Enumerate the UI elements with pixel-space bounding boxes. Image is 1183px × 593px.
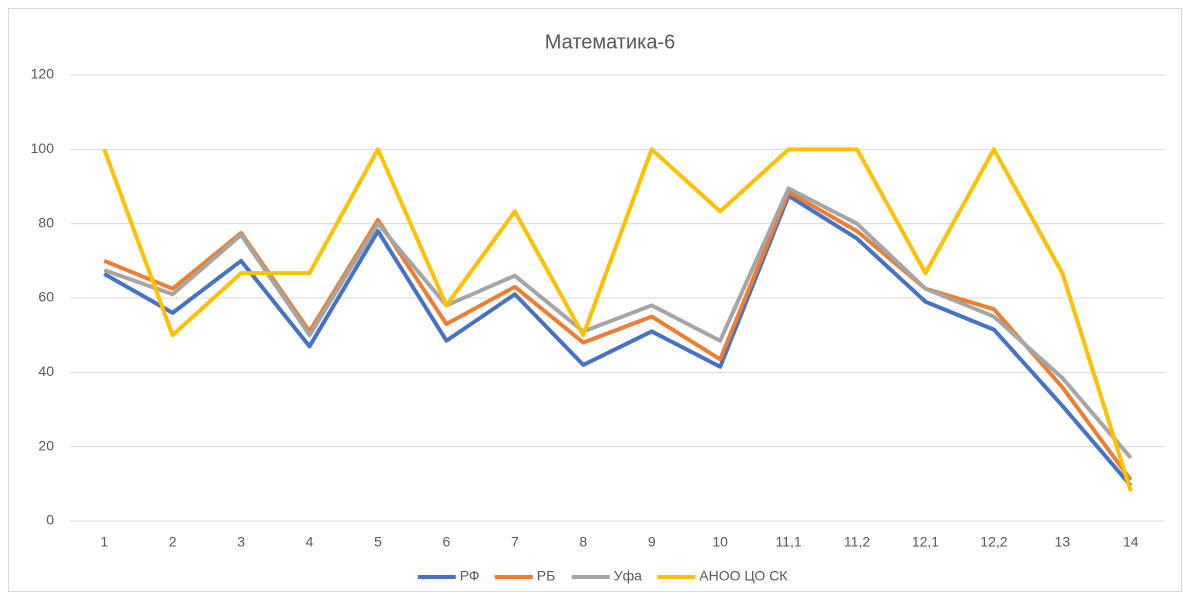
x-tick-label: 10 xyxy=(712,534,728,550)
y-tick-label: 60 xyxy=(38,289,54,305)
series-line xyxy=(102,147,1133,492)
y-tick-label: 40 xyxy=(38,363,54,379)
x-tick-label: 13 xyxy=(1055,534,1071,550)
series-line xyxy=(103,186,1133,460)
x-tick-label: 8 xyxy=(579,534,587,550)
x-tick-label: 7 xyxy=(511,534,519,550)
legend-label: АНОО ЦО СК xyxy=(699,568,788,584)
x-tick-label: 11,1 xyxy=(775,534,801,550)
x-tick-label: 3 xyxy=(237,534,245,550)
y-tick-label: 20 xyxy=(38,437,54,453)
y-tick-label: 100 xyxy=(31,140,55,156)
y-tick-label: 0 xyxy=(46,512,54,528)
legend-label: Уфа xyxy=(614,568,642,584)
series-line xyxy=(103,193,1133,487)
x-tick-label: 9 xyxy=(648,534,656,550)
chart-title: Математика-6 xyxy=(545,31,676,53)
legend-label: РБ xyxy=(537,568,556,584)
x-tick-label: 6 xyxy=(443,534,451,550)
x-tick-label: 1 xyxy=(100,534,108,550)
x-tick-label: 12,1 xyxy=(912,534,939,550)
x-tick-label: 4 xyxy=(306,534,314,550)
x-tick-label: 2 xyxy=(169,534,177,550)
y-tick-label: 120 xyxy=(31,66,55,82)
x-tick-label: 11,2 xyxy=(844,534,870,550)
x-tick-label: 5 xyxy=(374,534,382,550)
x-tick-label: 14 xyxy=(1123,534,1139,550)
legend-label: РФ xyxy=(460,568,480,584)
y-tick-label: 80 xyxy=(38,214,54,230)
x-tick-label: 12,2 xyxy=(980,534,1007,550)
